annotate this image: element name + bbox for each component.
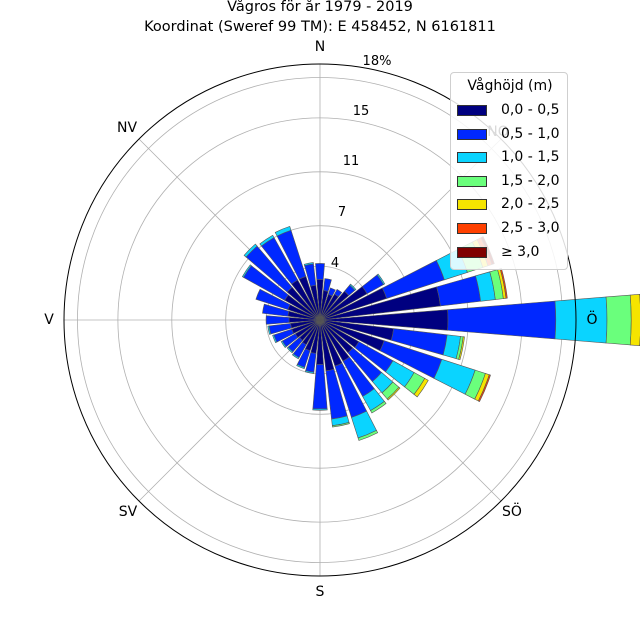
direction-label-0: N [315, 39, 325, 55]
chart-subtitle: Koordinat (Sweref 99 TM): E 458452, N 61… [144, 19, 496, 35]
legend: Våghöjd (m) 0,0 - 0,5 0,5 - 1,0 1,0 - 1,5 1… [450, 72, 568, 270]
direction-label-6: V [44, 312, 54, 328]
radial-tick-1: 7 [338, 205, 346, 220]
rose-bar-s16-b1 [312, 363, 328, 410]
rose-bar-s9-b4 [458, 336, 465, 361]
legend-label-2: 1,0 - 1,5 [501, 149, 560, 166]
rose-bar-s8-b3 [605, 294, 632, 346]
rose-bar-s26-b1 [255, 288, 291, 311]
radial-tick-0: 4 [331, 256, 339, 271]
legend-item-5: 2,5 - 3,0 [457, 220, 567, 237]
rose-bar-s19-b2 [291, 353, 300, 360]
rose-bar-s28-b2 [243, 243, 258, 258]
legend-swatch-0 [457, 105, 487, 116]
direction-label-4: S [316, 584, 325, 600]
rose-bar-s31-b2 [303, 262, 314, 266]
rose-bar-s8-b1 [447, 300, 557, 340]
rose-bar-s21-b2 [280, 340, 287, 349]
rose-bar-s14-b3 [357, 429, 379, 441]
rose-bar-s29-b2 [259, 234, 275, 247]
legend-label-0: 0,0 - 0,5 [501, 102, 560, 118]
legend-item-0: 0,0 - 0,5 [457, 102, 567, 119]
legend-swatch-3 [457, 175, 487, 187]
rose-bar-s8-b4 [629, 293, 640, 347]
direction-label-3: SÖ [502, 502, 522, 520]
legend-item-1: 0,5 - 1,0 [457, 125, 567, 143]
legend-swatch-6 [457, 246, 487, 258]
legend-label-5: 2,5 - 3,0 [501, 220, 560, 236]
direction-label-2: Ö [586, 310, 597, 328]
rose-bar-s20-b2 [286, 346, 294, 354]
radial-tick-2: 11 [343, 154, 360, 169]
rose-bar-s16-b2 [312, 408, 328, 411]
legend-item-3: 1,5 - 2,0 [457, 172, 567, 190]
legend-item-4: 2,0 - 2,5 [457, 196, 567, 213]
direction-label-5: SV [119, 504, 138, 520]
rose-bar-s18-b2 [296, 363, 306, 370]
rose-bar-s13-b3 [370, 400, 387, 414]
rose-bar-s15-b3 [331, 422, 350, 428]
radial-tick-3: 15 [353, 104, 370, 119]
rose-bar-s12-b4 [386, 386, 401, 401]
legend-item-2: 1,0 - 1,5 [457, 149, 567, 166]
rose-bar-s23-b2 [267, 325, 272, 335]
legend-label-6: ≥ 3,0 [501, 243, 540, 260]
chart-title: Vågros för år 1979 - 2019 [227, 0, 413, 15]
legend-label-1: 0,5 - 1,0 [501, 125, 560, 142]
radial-tick-4: 18% [363, 54, 392, 69]
legend-swatch-2 [457, 152, 487, 164]
polar-frame [63, 63, 577, 577]
rose-bar-s24-b1 [265, 315, 290, 325]
rose-bar-s17-b2 [304, 370, 315, 374]
direction-label-7: NV [117, 120, 137, 136]
rose-bar-s10-b5 [477, 374, 491, 403]
rose-bar-s22-b2 [272, 334, 278, 344]
legend-swatch-1 [457, 128, 487, 140]
rose-bar-s2-b1 [327, 287, 336, 297]
legend-label-3: 1,5 - 2,0 [501, 172, 560, 189]
rose-bar-s0-b1 [315, 263, 325, 281]
rose-bar-s4-b2 [349, 283, 357, 291]
rose-bar-s30-b2 [274, 226, 292, 237]
rose-bar-s5-b2 [376, 273, 386, 285]
rose-bar-s3-b1 [334, 289, 343, 298]
legend-item-6: ≥ 3,0 [457, 243, 567, 261]
legend-label-4: 2,0 - 2,5 [501, 196, 560, 213]
rose-bar-s25-b1 [262, 303, 290, 317]
rose-bar-s27-b2 [241, 264, 252, 278]
rose-bar-s7-b5 [499, 268, 508, 299]
rose-bar-s1-b1 [323, 278, 332, 292]
rose-bar-s11-b4 [413, 378, 429, 398]
legend-swatch-5 [457, 223, 487, 234]
legend-title: Våghöjd (m) [467, 78, 553, 94]
rose-bar-s8-b2 [554, 296, 608, 344]
legend-swatch-4 [457, 199, 487, 211]
